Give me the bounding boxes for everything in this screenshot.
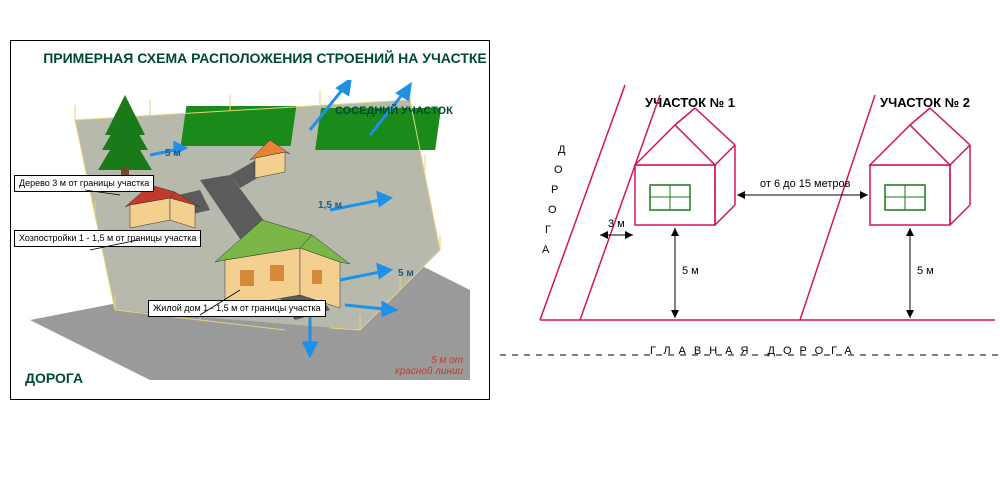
red-line-note: 5 м от красной линии <box>395 355 463 377</box>
dist-1-5m: 1,5 м <box>318 200 342 211</box>
callout-house: Жилой дом 1 - 1,5 м от границы участка <box>148 300 326 317</box>
dim-5m-1 <box>671 228 679 318</box>
house-1 <box>635 108 735 225</box>
house-2 <box>870 108 970 225</box>
right-diagram: УЧАСТОК № 1 УЧАСТОК № 2 <box>500 0 1000 500</box>
dim-5m-2-label: 5 м <box>917 265 934 277</box>
side-road-label: ДОР ОГА <box>558 140 565 260</box>
dim-3m-label: 3 м <box>608 218 625 230</box>
main-road-label: ГЛАВНАЯ ДОРОГА <box>650 345 860 357</box>
callout-tree: Дерево 3 м от границы участка <box>14 175 154 192</box>
dim-between-label: от 6 до 15 метров <box>760 178 850 190</box>
lawn-1 <box>181 106 297 146</box>
dim-5m-1-label: 5 м <box>682 265 699 277</box>
left-title: ПРИМЕРНАЯ СХЕМА РАСПОЛОЖЕНИЯ СТРОЕНИЙ НА… <box>40 50 490 66</box>
dim-3m <box>600 231 633 239</box>
line-mid <box>800 95 875 320</box>
dist-5m-tree: 5 м <box>165 148 181 159</box>
dim-5m-2 <box>906 228 914 318</box>
road-label: ДОРОГА <box>25 370 83 386</box>
callout-shed: Хозпостройки 1 - 1,5 м от границы участк… <box>14 230 201 247</box>
right-svg <box>500 0 1000 500</box>
neighbor-label: СОСЕДНИЙ УЧАСТОК <box>335 105 453 117</box>
dist-5m-right: 5 м <box>398 268 414 279</box>
left-diagram: ПРИМЕРНАЯ СХЕМА РАСПОЛОЖЕНИЯ СТРОЕНИЙ НА… <box>0 0 500 500</box>
dim-between <box>737 191 868 199</box>
